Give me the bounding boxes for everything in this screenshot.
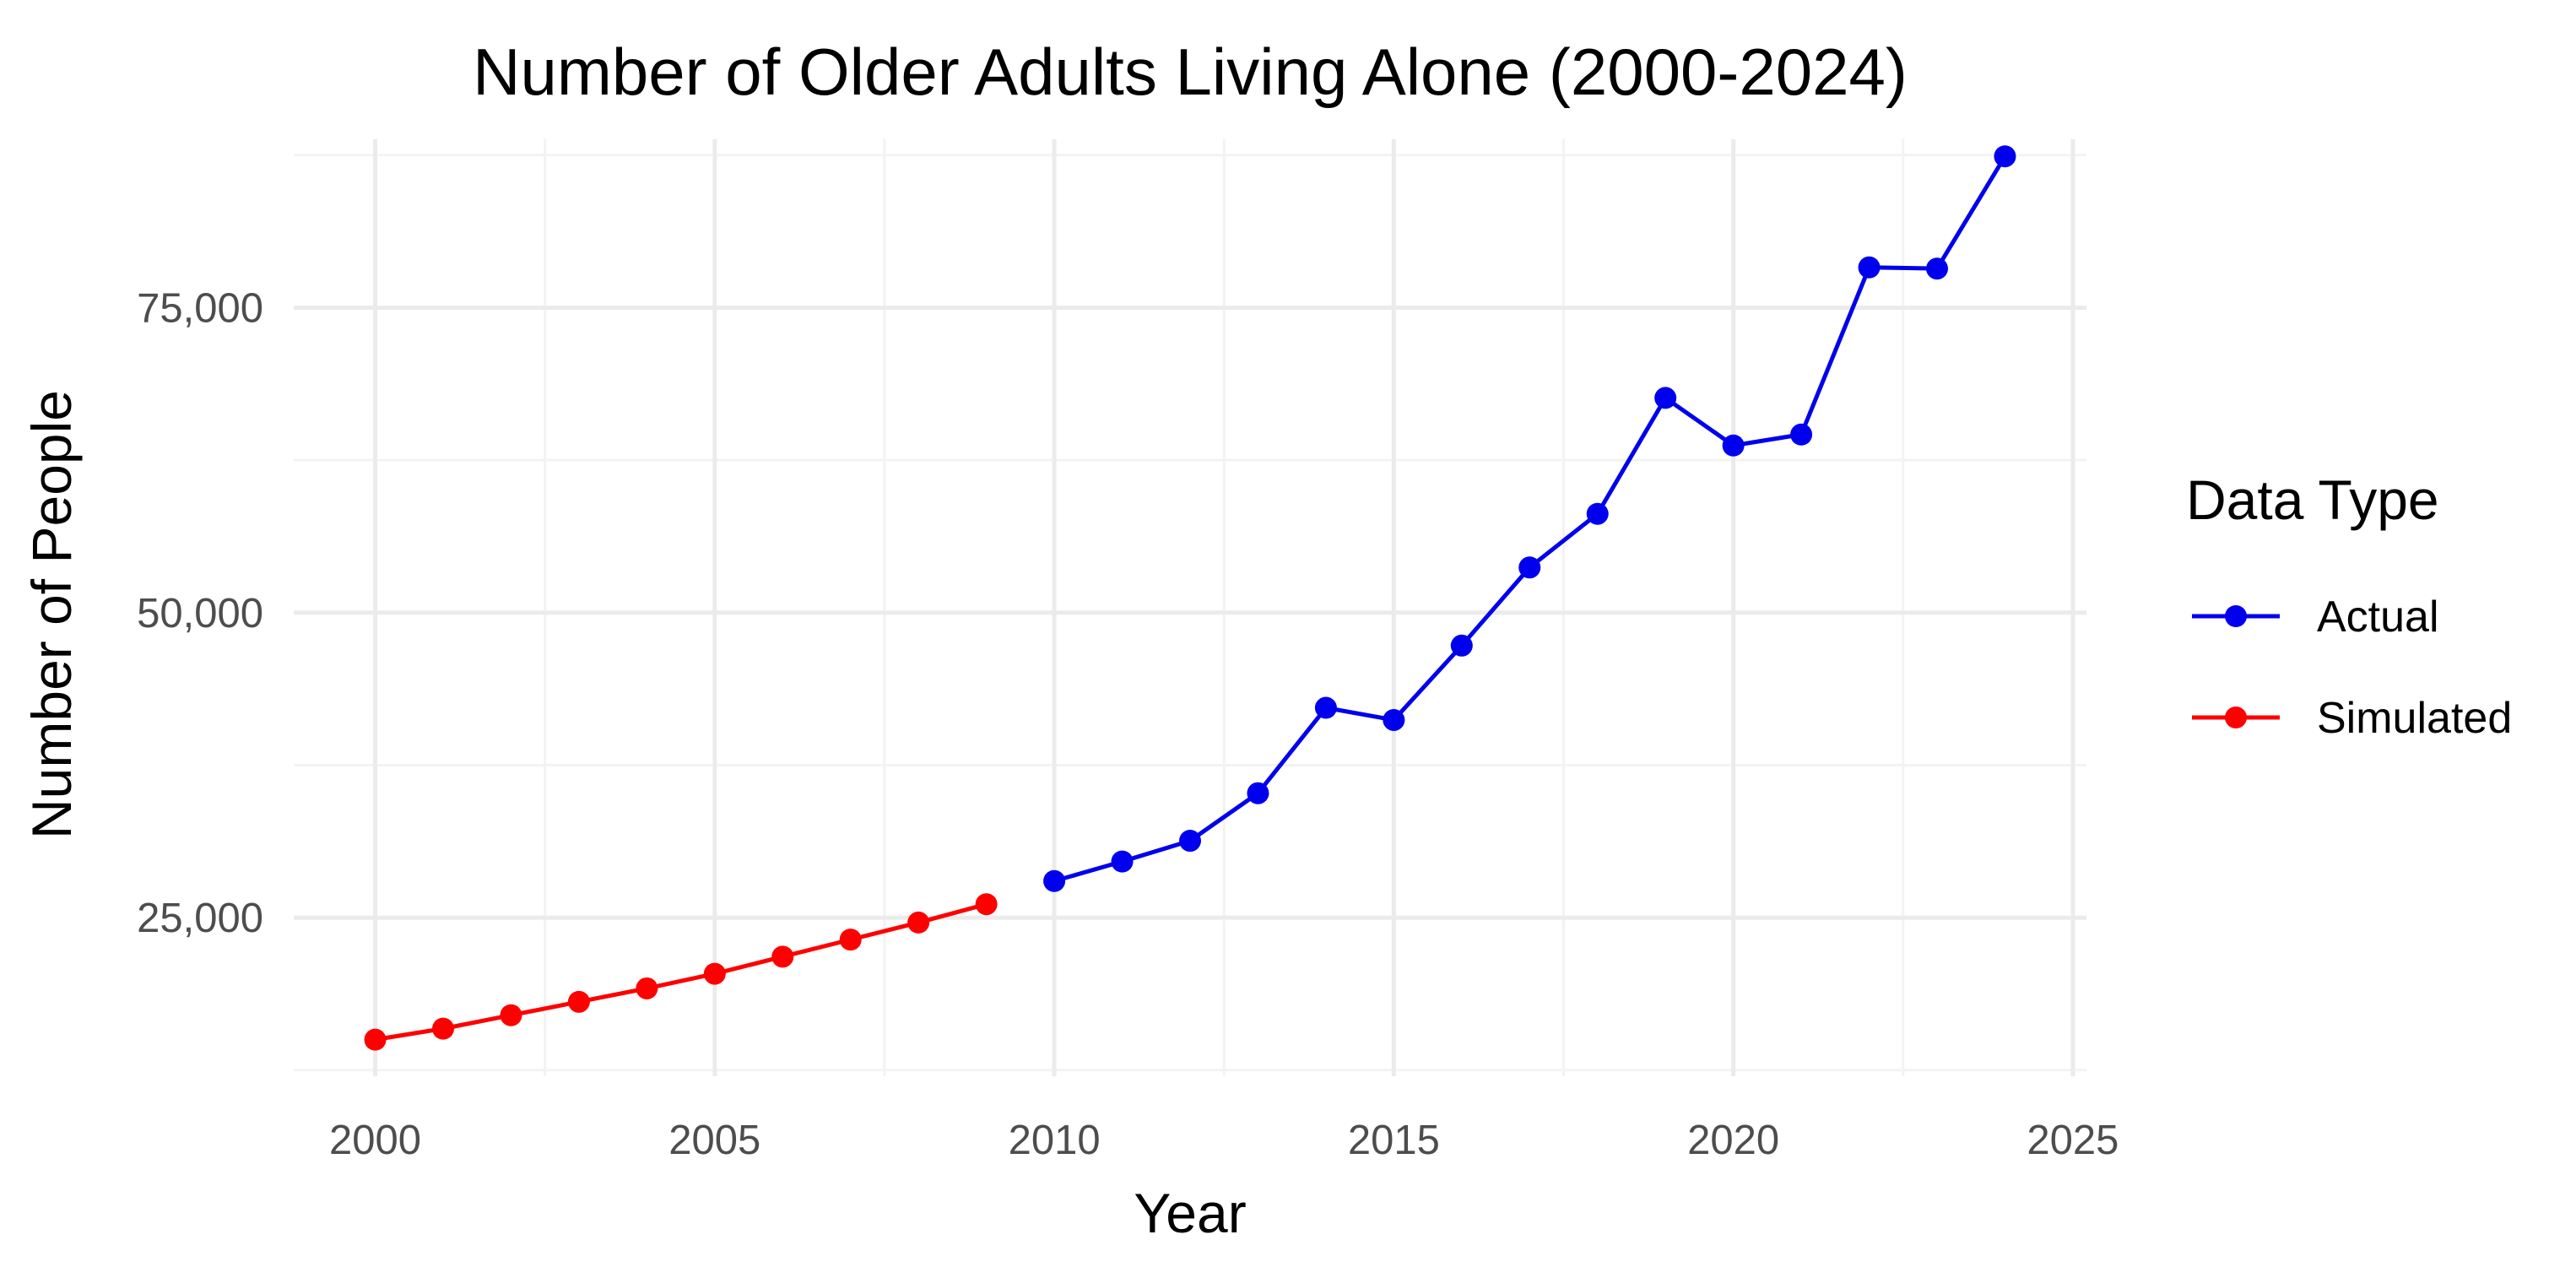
x-tick-label: 2000 [329, 1118, 421, 1163]
data-point-simulated [636, 977, 658, 999]
data-point-actual [1314, 696, 1337, 719]
y-tick-label: 50,000 [137, 591, 263, 636]
axis-ticks: 2000 2005 2010 2015 2020 2025 25,000 50,000 75,0… [137, 285, 2119, 1163]
data-point-simulated [839, 929, 862, 951]
chart-title: Number of Older Adults Living Alone (200… [473, 35, 1908, 109]
y-tick-label: 75,000 [137, 285, 263, 331]
series-simulated [364, 893, 998, 1051]
legend-item-simulated: Simulated [2192, 694, 2512, 743]
data-point-actual [1111, 850, 1134, 873]
data-point-actual [1043, 869, 1066, 892]
data-point-actual [1722, 434, 1745, 457]
data-series [364, 145, 2016, 1051]
data-point-actual [1383, 708, 1405, 731]
series-line-simulated [375, 902, 988, 1042]
data-point-actual [1247, 782, 1269, 804]
data-point-simulated [500, 1004, 522, 1026]
data-point-actual [1994, 145, 2016, 168]
data-point-actual [1654, 387, 1677, 409]
legend-title: Data Type [2186, 468, 2439, 531]
data-point-simulated [771, 945, 794, 968]
data-point-simulated [364, 1028, 387, 1051]
data-point-simulated [975, 893, 998, 916]
data-point-simulated [567, 990, 590, 1013]
x-axis-title: Year [1134, 1182, 1246, 1244]
y-tick-label: 25,000 [137, 896, 263, 941]
legend-label: Simulated [2317, 694, 2512, 743]
data-point-actual [1450, 634, 1473, 657]
x-tick-label: 2015 [1348, 1118, 1440, 1163]
legend: Data Type Actual Simulated [2186, 468, 2512, 743]
legend-items: Actual Simulated [2192, 593, 2512, 743]
series-actual [1043, 145, 2016, 892]
x-tick-label: 2025 [2027, 1118, 2119, 1163]
grid-lines [294, 139, 2086, 1076]
data-point-actual [1586, 502, 1609, 525]
data-point-actual [1179, 830, 1201, 853]
legend-item-actual: Actual [2192, 593, 2439, 642]
x-tick-label: 2020 [1687, 1118, 1779, 1163]
data-point-actual [1518, 556, 1541, 579]
legend-key-point [2225, 707, 2247, 728]
data-point-simulated [907, 911, 930, 934]
data-point-simulated [432, 1017, 454, 1040]
y-axis-title: Number of People [20, 390, 83, 839]
data-point-simulated [703, 962, 726, 985]
legend-label: Actual [2317, 593, 2439, 642]
legend-key-point [2225, 605, 2247, 627]
data-point-actual [1858, 256, 1881, 279]
data-point-actual [1926, 257, 1948, 280]
x-tick-label: 2005 [668, 1118, 760, 1163]
data-point-actual [1790, 423, 1813, 446]
x-tick-label: 2010 [1009, 1118, 1101, 1163]
